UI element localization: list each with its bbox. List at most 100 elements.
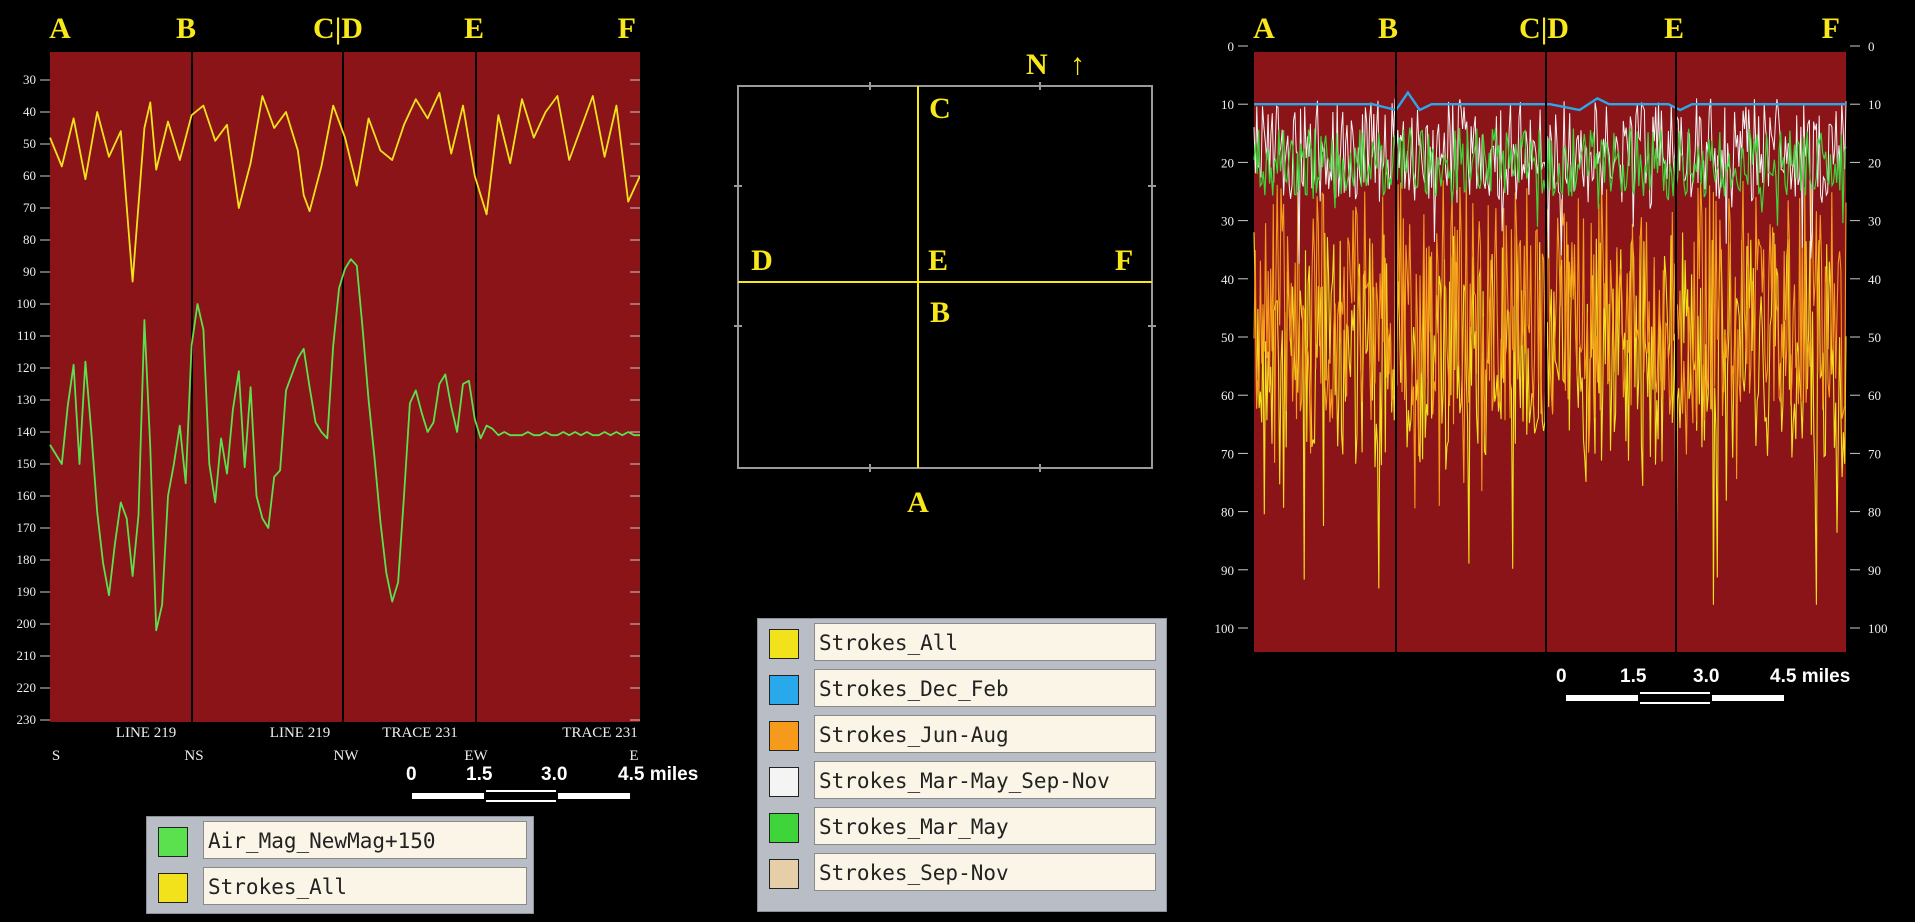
map-point-label: B [930,296,950,329]
right-profile-chart: A B C|D E F 0 10 20 30 40 50 60 70 80 90 100 0 10 20 30 40… [1215,12,1888,652]
scale-tick-label: 3.0 [541,764,568,785]
legend-item: Strokes_Mar_May [758,803,1166,849]
y-tick-label: 10 [1221,97,1234,112]
scale-bar-graphic [1566,692,1784,704]
direction-label: EW [464,748,488,760]
legend-label: Strokes_Dec_Feb [814,669,1156,707]
legend-label: Air_Mag_NewMag+150 [203,821,527,859]
scale-tick-label: 4.5 miles [1770,666,1851,687]
y-tick-label-right: 60 [1868,388,1881,403]
series-line [49,258,640,632]
line-label: TRACE 231 [562,725,637,741]
y-tick-label: 200 [17,616,37,631]
y-tick-label: 30 [1221,214,1234,229]
direction-label: E [629,748,638,760]
map-point-label: E [928,244,948,277]
legend-swatch [769,721,799,751]
y-tick-label: 20 [1221,155,1234,170]
legend-item: Air_Mag_NewMag+150 [147,817,533,863]
section-label: F [618,12,636,45]
legend-label: Strokes_Mar-May_Sep-Nov [814,761,1156,799]
y-tick-label: 180 [17,552,37,567]
legend-item: Strokes_All [147,863,533,909]
legend-label: Strokes_Jun-Aug [814,715,1156,753]
y-tick-label-right: 100 [1868,621,1888,636]
legend-swatch [769,675,799,705]
legend-swatch [769,629,799,659]
north-label: N [1026,48,1048,81]
y-tick-label: 160 [17,488,37,503]
scale-tick-label: 0 [1556,666,1567,687]
y-tick-label: 190 [17,584,37,599]
y-tick-label-right: 30 [1868,214,1881,229]
legend-left: Air_Mag_NewMag+150 Strokes_All [146,816,534,914]
section-label: C|D [1519,12,1569,45]
y-tick-label: 80 [23,232,36,247]
y-tick-label-right: 70 [1868,446,1881,461]
direction-label: S [52,748,60,760]
section-label: B [176,12,196,45]
y-tick-label: 100 [17,296,37,311]
scale-bar-graphic [412,790,630,802]
legend-swatch [769,767,799,797]
y-tick-label: 140 [17,424,37,439]
section-label: E [1664,12,1684,45]
scale-bar-left: 0 1.5 3.0 4.5 miles [400,764,710,804]
section-label: E [464,12,484,45]
scale-tick-label: 0 [406,764,417,785]
y-tick-label: 70 [1221,446,1234,461]
y-tick-label: 0 [1228,39,1235,54]
y-tick-label-right: 90 [1868,563,1881,578]
scale-tick-label: 3.0 [1693,666,1720,687]
left-plot-background [50,52,640,722]
map-point-label: F [1115,244,1133,277]
map-point-label: A [907,486,929,519]
scale-tick-label: 1.5 [1620,666,1647,687]
y-tick-label-right: 10 [1868,97,1881,112]
section-label: C|D [313,12,363,45]
legend-label: Strokes_Mar_May [814,807,1156,845]
y-tick-label: 40 [23,104,36,119]
left-profile-chart: A B C|D E F 30 40 50 60 70 80 90 100 110 120 130 140 150… [17,12,640,760]
legend-item: Strokes_Jun-Aug [758,711,1166,757]
y-tick-label: 50 [23,136,36,151]
section-label: A [49,12,71,45]
location-map: N ↑ A B C D E F [734,48,1156,519]
legend-center: Strokes_All Strokes_Dec_Feb Strokes_Jun-… [757,618,1167,912]
map-frame [737,85,1153,469]
legend-item: Strokes_Mar-May_Sep-Nov [758,757,1166,803]
series-line-strokes-mar-may-sep-nov [1253,98,1847,264]
y-tick-label-right: 0 [1868,39,1875,54]
y-tick-label: 90 [23,264,36,279]
direction-label: NW [334,748,360,760]
y-tick-label: 80 [1221,505,1234,520]
legend-swatch [769,859,799,889]
y-tick-label: 220 [17,680,37,695]
legend-label: Strokes_All [203,867,527,905]
legend-item: Strokes_Dec_Feb [758,665,1166,711]
line-label: TRACE 231 [382,725,457,741]
series-line-strokes-jun-aug [1253,179,1847,509]
y-tick-label: 40 [1221,272,1234,287]
legend-swatch [158,873,188,903]
y-tick-label: 120 [17,360,37,375]
legend-label: Strokes_Sep-Nov [814,853,1156,891]
y-tick-label: 30 [23,72,36,87]
y-tick-label-right: 40 [1868,272,1881,287]
y-tick-label: 210 [17,648,37,663]
series-line-strokes-dec-feb [1254,90,1846,112]
series-line-strokes-mar-may [1253,127,1847,227]
section-label: F [1822,12,1840,45]
y-tick-label: 230 [17,712,37,727]
y-tick-label: 110 [17,328,36,343]
legend-item: Strokes_All [758,619,1166,665]
direction-label: NS [184,748,203,760]
y-tick-label: 50 [1221,330,1234,345]
legend-swatch [158,827,188,857]
y-tick-label: 150 [17,456,37,471]
scale-tick-label: 1.5 [466,764,493,785]
y-tick-label-right: 80 [1868,505,1881,520]
series-line [49,91,640,283]
y-tick-label: 90 [1221,563,1234,578]
line-label: LINE 219 [116,725,176,741]
